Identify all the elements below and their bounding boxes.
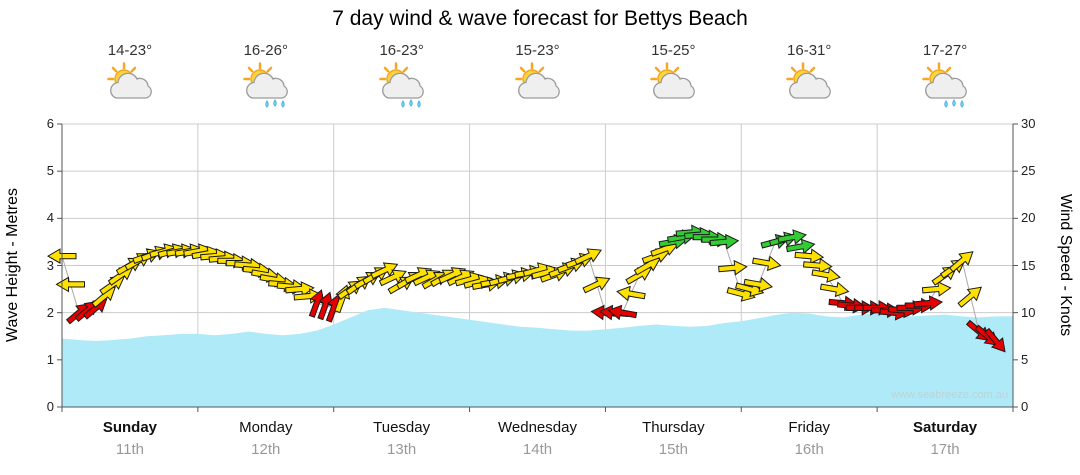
wave-axis-tick-label: 4 — [46, 210, 54, 226]
wind-axis-tick-label: 15 — [1021, 257, 1036, 273]
wind-arrow — [957, 286, 982, 308]
wind-axis-tick-label: 0 — [1021, 399, 1029, 414]
sun-cloud-rain-icon — [919, 62, 971, 114]
wind-axis-tick-label: 5 — [1021, 351, 1029, 367]
day-date: 13th — [387, 441, 417, 458]
wave-height-area — [62, 307, 1013, 407]
wind-arrow — [285, 281, 315, 297]
wind-arrow — [607, 304, 638, 321]
wave-axis-tick-label: 0 — [46, 399, 54, 414]
day-temp-range: 16-26° — [243, 42, 288, 59]
day-name: Friday — [788, 419, 831, 436]
chart-title: 7 day wind & wave forecast for Bettys Be… — [332, 7, 748, 30]
day-name: Saturday — [912, 419, 978, 436]
wave-axis-tick-label: 5 — [46, 163, 54, 179]
sun-cloud-icon — [104, 62, 156, 114]
day-date: 12th — [251, 441, 281, 458]
day-date: 16th — [794, 441, 824, 458]
day-name: Thursday — [642, 419, 705, 436]
day-name: Monday — [239, 419, 293, 436]
wind-axis-tick-label: 10 — [1021, 304, 1036, 320]
sun-cloud-rain-glyph — [378, 62, 424, 108]
wind-arrow — [616, 285, 646, 302]
day-temp-range: 16-31° — [787, 42, 832, 59]
sun-cloud-glyph — [786, 62, 832, 99]
wave-axis-tick-label: 2 — [46, 304, 54, 320]
wind-arrow — [777, 229, 807, 245]
sun-cloud-rain-glyph — [922, 62, 967, 108]
sun-cloud-icon — [647, 62, 699, 114]
wind-arrow — [794, 248, 825, 265]
sun-cloud-glyph — [514, 62, 560, 99]
wind-arrow — [751, 255, 782, 272]
watermark: www.seabreeze.com.au — [891, 389, 1008, 401]
wind-arrow — [913, 295, 944, 311]
day-date: 17th — [930, 441, 960, 458]
day-temp-range: 14-23° — [107, 42, 153, 59]
wave-axis-tick-label: 3 — [46, 257, 54, 273]
sun-cloud-rain-icon — [240, 62, 292, 114]
wind-arrow — [55, 276, 85, 293]
wind-arrow — [718, 259, 748, 276]
sun-cloud-icon — [512, 62, 564, 114]
wind-arrow — [308, 289, 325, 318]
wave-axis-tick-label: 1 — [46, 351, 54, 367]
wind-arrow — [785, 238, 816, 255]
sun-cloud-glyph — [650, 62, 696, 99]
wind-arrow — [317, 291, 334, 321]
sun-cloud-glyph — [107, 62, 152, 99]
day-temp-range: 16-23° — [379, 42, 424, 59]
day-date: 14th — [522, 441, 553, 458]
wind-arrow — [819, 281, 850, 298]
day-date: 11th — [115, 441, 144, 458]
sun-cloud-icon — [783, 62, 835, 114]
sun-cloud-rain-icon — [376, 62, 428, 114]
day-name: Tuesday — [373, 419, 431, 436]
day-name: Wednesday — [498, 419, 577, 436]
wind-arrow — [948, 251, 974, 273]
wind-arrow — [921, 281, 952, 297]
wind-arrow — [811, 267, 841, 283]
day-temp-range: 15-23° — [515, 42, 560, 59]
day-date: 15th — [658, 441, 688, 458]
wind-arrow — [743, 276, 774, 293]
wind-arrow — [582, 276, 611, 294]
wind-axis-tick-label: 30 — [1021, 116, 1036, 131]
day-name: Sunday — [102, 419, 158, 436]
wave-axis-tick-label: 6 — [46, 116, 54, 131]
wind-arrow — [984, 327, 1006, 353]
wind-arrow — [802, 257, 833, 274]
day-temp-range: 17-27° — [922, 42, 968, 59]
wind-arrow — [709, 233, 740, 250]
wind-axis-tick-label: 25 — [1021, 163, 1036, 179]
sun-cloud-rain-glyph — [243, 62, 288, 108]
day-temp-range: 15-25° — [651, 42, 696, 59]
wind-arrow — [573, 248, 602, 266]
wind-axis-tick-label: 20 — [1021, 210, 1036, 226]
